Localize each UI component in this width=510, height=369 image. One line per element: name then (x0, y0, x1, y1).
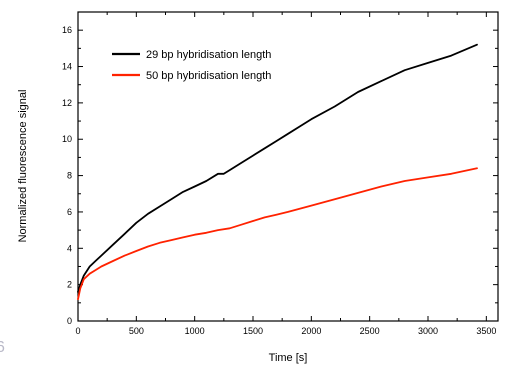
x-tick-label: 500 (129, 326, 144, 336)
legend-label-29bp: 29 bp hybridisation length (146, 49, 271, 61)
series-line-1 (77, 167, 478, 301)
legend-label-50bp: 50 bp hybridisation length (146, 70, 271, 82)
x-tick-label: 0 (75, 326, 80, 336)
y-axis-title: Normalized fluorescence signal (17, 90, 29, 243)
series-line-0 (77, 43, 478, 293)
x-tick-label: 1500 (243, 326, 263, 336)
y-axis-ticks: 0 2 4 6 8 10 12 14 16 (62, 25, 498, 326)
x-axis-ticks: 0 500 1000 1500 2000 2500 3000 3500 (75, 12, 496, 336)
x-axis-title: Time [s] (269, 352, 308, 364)
y-tick-label: 6 (67, 207, 72, 217)
plot-frame (77, 11, 499, 322)
y-tick-label: 12 (62, 98, 72, 108)
x-tick-label: 3000 (418, 326, 438, 336)
x-tick-label: 1000 (185, 326, 205, 336)
x-tick-label: 3500 (476, 326, 496, 336)
y-tick-label: 2 (67, 280, 72, 290)
y-tick-label: 16 (62, 25, 72, 35)
x-tick-label: 2500 (360, 326, 380, 336)
y-tick-label: 4 (67, 243, 72, 253)
series-lines (77, 43, 478, 301)
y-tick-label: 8 (67, 171, 72, 181)
y-tick-label: 0 (67, 316, 72, 326)
stray-glyph: 6 (0, 339, 5, 356)
legend: 29 bp hybridisation length 50 bp hybridi… (112, 49, 271, 82)
x-tick-label: 2000 (301, 326, 321, 336)
y-tick-label: 14 (62, 62, 72, 72)
y-tick-label: 10 (62, 134, 72, 144)
